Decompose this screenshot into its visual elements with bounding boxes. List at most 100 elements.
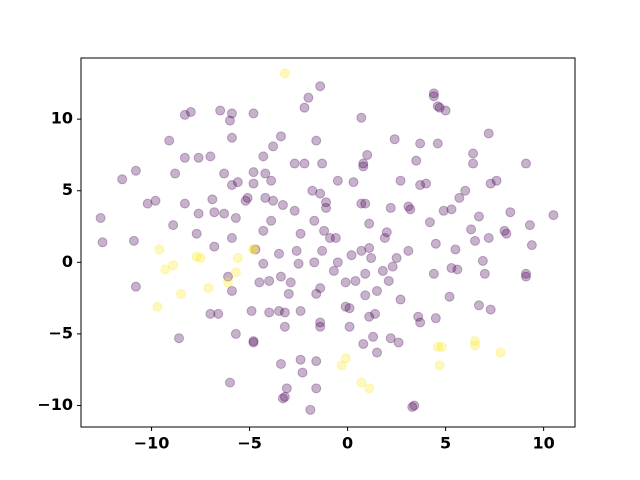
scatter-point xyxy=(264,307,275,318)
scatter-point xyxy=(168,260,179,271)
scatter-point xyxy=(364,218,375,229)
scatter-point xyxy=(340,277,351,288)
scatter-point xyxy=(215,105,226,116)
scatter-point xyxy=(407,401,418,412)
scatter-point xyxy=(403,245,414,256)
scatter-point xyxy=(321,202,332,213)
scatter-point xyxy=(152,301,163,312)
scatter-point xyxy=(142,198,153,209)
scatter-point xyxy=(277,200,288,211)
scatter-point xyxy=(428,91,439,102)
scatter-point xyxy=(370,308,381,319)
scatter-point xyxy=(223,277,234,288)
scatter-point xyxy=(470,340,481,351)
scatter-point xyxy=(268,141,279,152)
scatter-point xyxy=(336,360,347,371)
scatter-point xyxy=(170,168,181,179)
x-tick-label: −5 xyxy=(237,434,262,453)
scatter-point xyxy=(260,192,271,203)
scatter-point xyxy=(297,367,308,378)
scatter-point xyxy=(470,235,481,246)
scatter-point xyxy=(377,265,388,276)
scatter-point xyxy=(436,341,447,352)
scatter-point xyxy=(362,149,373,160)
scatter-point xyxy=(309,215,320,226)
scatter-point xyxy=(428,268,439,279)
scatter-point xyxy=(321,197,332,208)
scatter-point xyxy=(266,215,277,226)
y-tick-label: 5 xyxy=(62,180,73,199)
scatter-point xyxy=(226,180,237,191)
scatter-point xyxy=(413,311,424,322)
scatter-point xyxy=(385,333,396,344)
scatter-point xyxy=(381,227,392,238)
scatter-point xyxy=(356,198,367,209)
scatter-point xyxy=(340,301,351,312)
scatter-point xyxy=(479,268,490,279)
scatter-point xyxy=(179,109,190,120)
scatter-point xyxy=(356,112,367,123)
scatter-point xyxy=(250,244,261,255)
scatter-point xyxy=(385,202,396,213)
scatter-point xyxy=(248,244,259,255)
scatter-point xyxy=(174,333,185,344)
scatter-point xyxy=(491,175,502,186)
scatter-point xyxy=(209,241,220,252)
scatter-point xyxy=(117,174,128,185)
scatter-point xyxy=(264,275,275,286)
scatter-point xyxy=(223,271,234,282)
scatter-point xyxy=(466,224,477,235)
scatter-point xyxy=(332,257,343,268)
scatter-point xyxy=(470,336,481,347)
scatter-point xyxy=(154,244,165,255)
x-tick-label: 10 xyxy=(533,434,555,453)
scatter-point xyxy=(415,317,426,328)
scatter-point xyxy=(315,283,326,294)
scatter-point xyxy=(360,198,371,209)
scatter-point xyxy=(219,168,230,179)
scatter-point xyxy=(207,194,218,205)
scatter-point xyxy=(344,321,355,332)
scatter-point xyxy=(520,158,531,169)
scatter-point xyxy=(438,205,449,216)
scatter-point xyxy=(260,168,271,179)
scatter-point xyxy=(415,180,426,191)
scatter-point xyxy=(358,338,369,349)
scatter-point xyxy=(548,210,559,221)
scatter-point xyxy=(485,304,496,315)
scatter-point xyxy=(364,311,375,322)
scatter-point xyxy=(501,228,512,239)
scatter-point xyxy=(432,101,443,112)
scatter-point xyxy=(185,106,196,117)
scatter-point xyxy=(520,268,531,279)
scatter-point xyxy=(224,377,235,388)
scatter-point xyxy=(289,205,300,216)
scatter-point xyxy=(393,337,404,348)
scatter-point xyxy=(358,161,369,172)
scatter-point xyxy=(219,208,230,219)
scatter-point xyxy=(485,178,496,189)
scatter-point xyxy=(468,148,479,159)
scatter-point xyxy=(311,356,322,367)
scatter-point xyxy=(383,275,394,286)
scatter-point xyxy=(130,281,141,292)
scatter-point xyxy=(391,253,402,264)
scatter-point xyxy=(281,383,292,394)
scatter-point xyxy=(344,303,355,314)
scatter-point xyxy=(324,232,335,243)
scatter-point xyxy=(307,185,318,196)
y-tick-label: −10 xyxy=(37,395,73,414)
scatter-point xyxy=(389,134,400,145)
scatter-point xyxy=(230,212,241,223)
scatter-point xyxy=(415,138,426,149)
scatter-point xyxy=(440,105,451,116)
scatter-point xyxy=(224,115,235,126)
scatter-point xyxy=(315,81,326,92)
scatter-point xyxy=(258,225,269,236)
scatter-point xyxy=(372,285,383,296)
scatter-point xyxy=(526,240,537,251)
scatter-point xyxy=(499,225,510,236)
y-tick-label: 0 xyxy=(62,252,73,271)
scatter-point xyxy=(317,158,328,169)
scatter-point xyxy=(195,253,206,264)
